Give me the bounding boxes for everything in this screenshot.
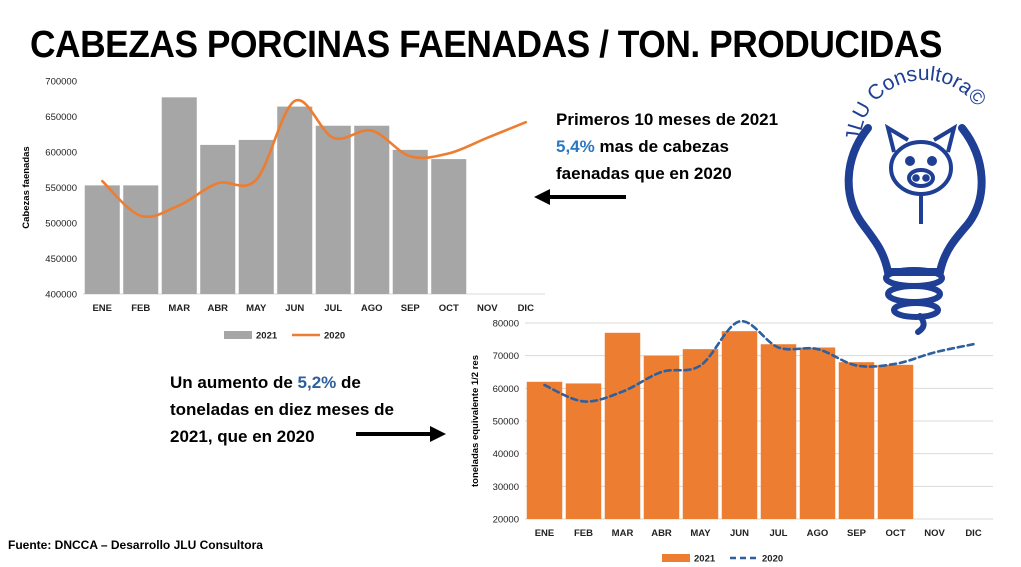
page-title: CABEZAS PORCINAS FAENADAS / TON. PRODUCI… bbox=[30, 24, 943, 66]
y-tick-label: 20000 bbox=[493, 515, 519, 526]
y-tick-label: 600000 bbox=[45, 148, 77, 159]
bar bbox=[431, 159, 467, 294]
annotation-percent: 5,2% bbox=[297, 373, 337, 392]
y-tick-label: 80000 bbox=[493, 319, 519, 330]
source-note: Fuente: DNCCA – Desarrollo JLU Consultor… bbox=[8, 538, 263, 552]
x-tick-label: DIC bbox=[965, 528, 982, 539]
bar bbox=[838, 362, 875, 519]
legend-label: 2020 bbox=[324, 331, 345, 342]
arrow-right-icon bbox=[356, 426, 446, 442]
bar bbox=[392, 149, 428, 294]
legend-label: 2020 bbox=[762, 554, 783, 565]
y-tick-label: 450000 bbox=[45, 254, 77, 265]
x-tick-label: MAR bbox=[168, 303, 190, 314]
y-tick-label: 650000 bbox=[45, 112, 77, 123]
x-tick-label: NOV bbox=[924, 528, 945, 539]
x-tick-label: JUN bbox=[285, 303, 304, 314]
arrow-left-icon bbox=[534, 189, 626, 205]
bar bbox=[315, 125, 351, 294]
x-tick-label: ABR bbox=[207, 303, 228, 314]
y-tick-label: 60000 bbox=[493, 384, 519, 395]
legend-swatch bbox=[662, 554, 690, 562]
legend-swatch bbox=[224, 331, 252, 339]
jlu-consultora-logo: JLU Consultora© bbox=[842, 66, 991, 335]
bar bbox=[760, 344, 797, 519]
annotation-text: mas de cabezas bbox=[594, 137, 729, 156]
x-tick-label: OCT bbox=[439, 303, 459, 314]
pig-icon bbox=[884, 123, 958, 224]
x-tick-label: MAR bbox=[612, 528, 634, 539]
y-tick-label: 700000 bbox=[45, 77, 77, 88]
x-tick-label: JUL bbox=[324, 303, 342, 314]
y-tick-label: 30000 bbox=[493, 482, 519, 493]
y-axis-label: Cabezas faenadas bbox=[21, 146, 32, 228]
series-line bbox=[101, 98, 528, 219]
annotation-line: 5,4% mas de cabezas bbox=[556, 133, 778, 160]
bar bbox=[200, 144, 236, 294]
x-tick-label: MAY bbox=[690, 528, 711, 539]
y-axis-label: toneladas equivalente 1/2 res bbox=[470, 355, 481, 487]
bar bbox=[238, 139, 274, 294]
x-tick-label: NOV bbox=[477, 303, 498, 314]
x-tick-label: SEP bbox=[847, 528, 867, 539]
y-tick-label: 70000 bbox=[493, 351, 519, 362]
x-tick-label: ENE bbox=[92, 303, 112, 314]
annotation-line: 2021, que en 2020 bbox=[170, 427, 315, 446]
bar bbox=[123, 185, 159, 294]
bar bbox=[354, 125, 390, 294]
annotation-toneladas: Un aumento de 5,2% de toneladas en diez … bbox=[170, 369, 394, 450]
x-tick-label: AGO bbox=[807, 528, 829, 539]
bar bbox=[277, 106, 313, 294]
legend-label: 2021 bbox=[694, 554, 716, 565]
annotation-text: de bbox=[336, 373, 361, 392]
annotation-text: Un aumento de bbox=[170, 373, 298, 392]
x-tick-label: DIC bbox=[518, 303, 535, 314]
y-tick-label: 400000 bbox=[45, 290, 77, 301]
bar bbox=[799, 347, 836, 519]
bar bbox=[565, 383, 602, 519]
bar bbox=[604, 332, 641, 519]
annotation-line: Un aumento de 5,2% de bbox=[170, 369, 394, 396]
bar bbox=[721, 331, 758, 519]
bar bbox=[526, 381, 563, 519]
y-tick-label: 500000 bbox=[45, 219, 77, 230]
x-tick-label: FEB bbox=[131, 303, 150, 314]
x-tick-label: ABR bbox=[651, 528, 672, 539]
x-tick-label: FEB bbox=[574, 528, 593, 539]
annotation-line: faenadas que en 2020 bbox=[556, 164, 732, 183]
annotation-line: Primeros 10 meses de 2021 bbox=[556, 110, 779, 129]
series-line bbox=[543, 320, 975, 403]
x-tick-label: JUL bbox=[770, 528, 788, 539]
bar bbox=[682, 349, 719, 519]
x-tick-label: MAY bbox=[246, 303, 267, 314]
bar bbox=[161, 97, 197, 294]
x-tick-label: AGO bbox=[361, 303, 383, 314]
y-tick-label: 550000 bbox=[45, 183, 77, 194]
bar bbox=[643, 355, 680, 519]
bar bbox=[877, 364, 914, 519]
legend-label: 2021 bbox=[256, 331, 278, 342]
y-tick-label: 50000 bbox=[493, 417, 519, 428]
annotation-cabezas: Primeros 10 meses de 2021 5,4% mas de ca… bbox=[556, 106, 778, 187]
annotation-percent: 5,4% bbox=[556, 137, 595, 156]
y-tick-label: 40000 bbox=[493, 449, 519, 460]
annotation-line: toneladas en diez meses de bbox=[170, 400, 394, 419]
x-tick-label: JUN bbox=[730, 528, 749, 539]
x-tick-label: SEP bbox=[401, 303, 421, 314]
x-tick-label: OCT bbox=[885, 528, 905, 539]
bar bbox=[84, 185, 120, 294]
x-tick-label: ENE bbox=[535, 528, 555, 539]
